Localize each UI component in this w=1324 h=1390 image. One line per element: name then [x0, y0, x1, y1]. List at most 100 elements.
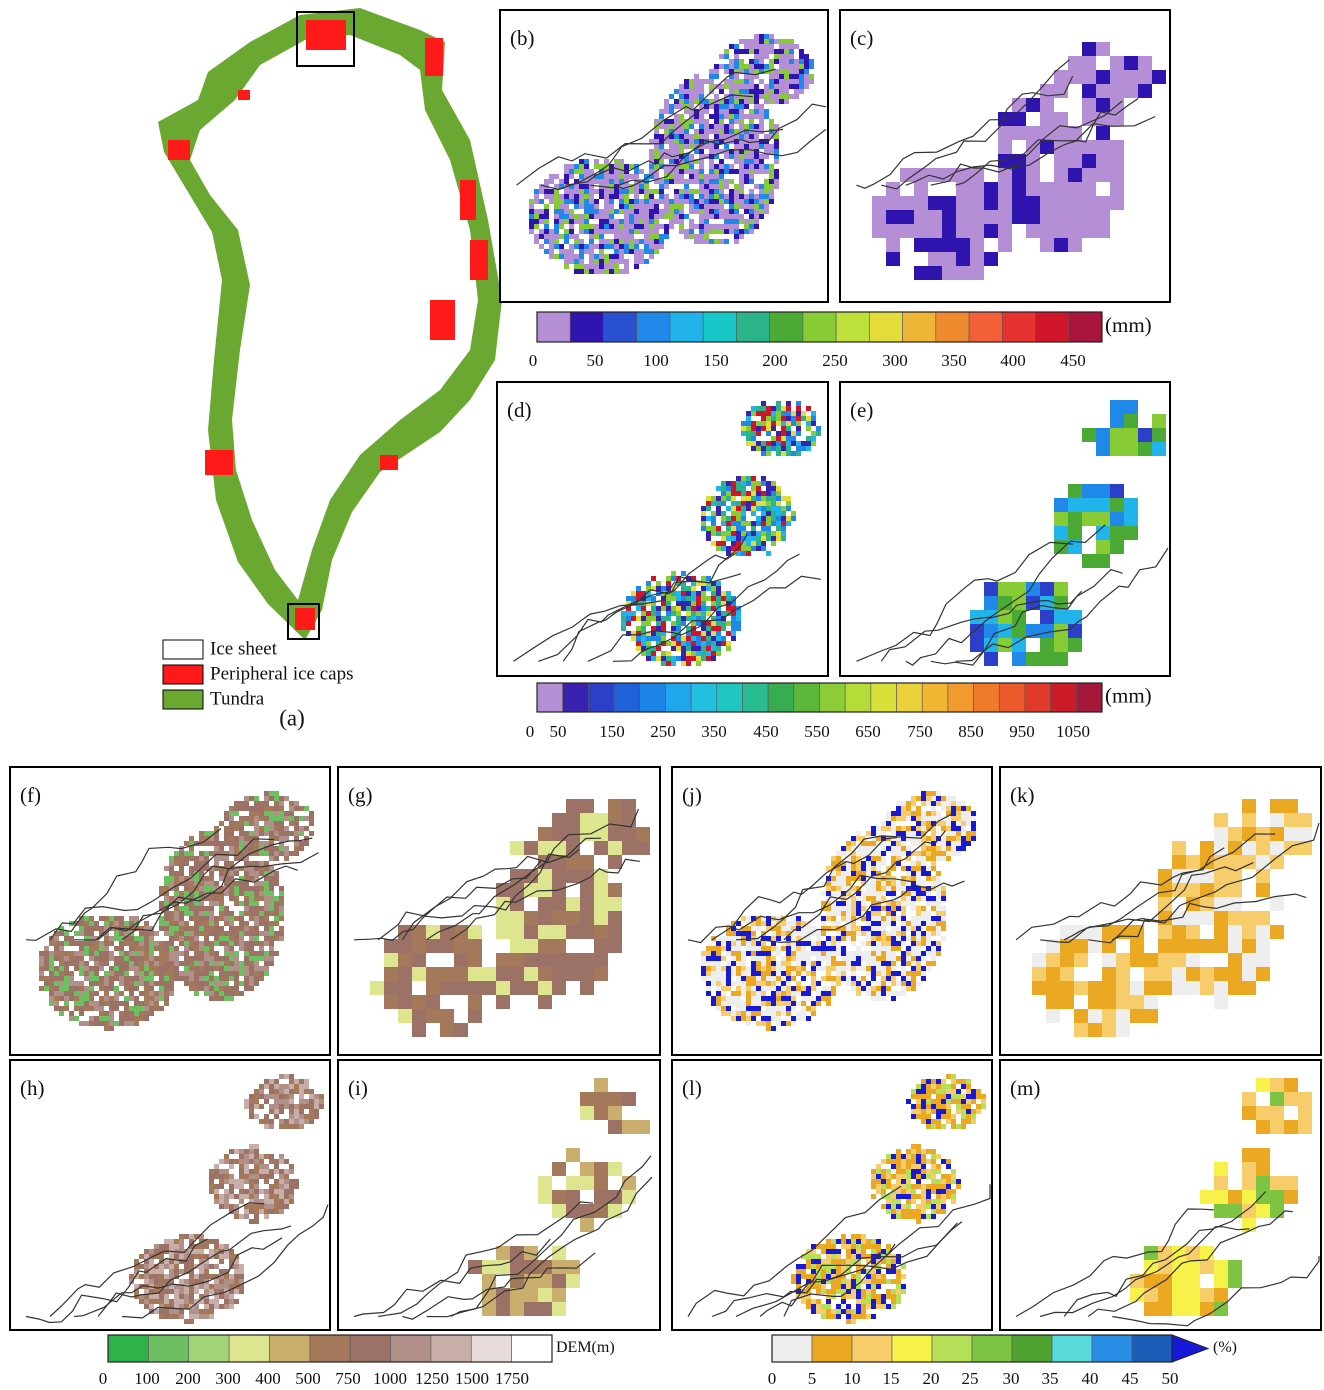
map-pixel [716, 591, 721, 596]
map-pixel [44, 976, 49, 981]
map-pixel [289, 1184, 294, 1189]
map-pixel [74, 931, 79, 936]
map-pixel [204, 1284, 209, 1289]
map-pixel [584, 159, 589, 164]
map-pixel [661, 606, 666, 611]
map-pixel [659, 164, 664, 169]
map-pixel [639, 224, 644, 229]
map-pixel [896, 991, 901, 996]
map-pixel [634, 184, 639, 189]
map-pixel [194, 981, 199, 986]
map-pixel [896, 861, 901, 866]
map-pixel [801, 991, 806, 996]
map-pixel [234, 891, 239, 896]
map-pixel [751, 946, 756, 951]
map-pixel [284, 1104, 289, 1109]
map-pixel [749, 159, 754, 164]
map-pixel [928, 224, 942, 238]
map-pixel [224, 1174, 229, 1179]
map-pixel [174, 1239, 179, 1244]
map-pixel [199, 981, 204, 986]
map-pixel [179, 876, 184, 881]
map-pixel [676, 591, 681, 596]
map-pixel [174, 956, 179, 961]
map-pixel [846, 856, 851, 861]
map-pixel [886, 846, 891, 851]
map-pixel [564, 249, 569, 254]
map-pixel [766, 431, 771, 436]
map-pixel [984, 196, 998, 210]
map-pixel [774, 174, 779, 179]
map-pixel [754, 104, 759, 109]
map-pixel [184, 881, 189, 886]
map-pixel [199, 836, 204, 841]
map-pixel [751, 966, 756, 971]
map-pixel [1012, 98, 1026, 112]
map-pixel [646, 611, 651, 616]
map-pixel [1082, 428, 1096, 442]
map-pixel [529, 229, 534, 234]
map-pixel [901, 966, 906, 971]
map-pixel [891, 971, 896, 976]
map-pixel [284, 1094, 289, 1099]
map-pixel [234, 801, 239, 806]
map-pixel [496, 967, 510, 981]
map-pixel [621, 626, 626, 631]
map-pixel [761, 451, 766, 456]
map-pixel [259, 1159, 264, 1164]
map-pixel [529, 214, 534, 219]
map-pixel [1082, 484, 1096, 498]
map-pixel [871, 886, 876, 891]
map-pixel [149, 1274, 154, 1279]
map-pixel [786, 946, 791, 951]
map-pixel [781, 971, 786, 976]
map-pixel [1026, 168, 1040, 182]
map-pixel [711, 511, 716, 516]
map-pixel [769, 69, 774, 74]
map-pixel [696, 591, 701, 596]
map-pixel [751, 531, 756, 536]
map-pixel [714, 194, 719, 199]
map-pixel [234, 1204, 239, 1209]
map-pixel [679, 129, 684, 134]
map-pixel [861, 836, 866, 841]
map-pixel [139, 1274, 144, 1279]
map-pixel [796, 971, 801, 976]
map-pixel [654, 239, 659, 244]
map-pixel [454, 925, 468, 939]
map-pixel [871, 866, 876, 871]
map-pixel [144, 926, 149, 931]
map-pixel [254, 846, 259, 851]
map-pixel [229, 891, 234, 896]
map-pixel [774, 39, 779, 44]
map-pixel [871, 996, 876, 1001]
map-pixel [49, 966, 54, 971]
map-pixel [229, 811, 234, 816]
map-pixel [696, 621, 701, 626]
map-pixel [664, 149, 669, 154]
map-pixel [901, 846, 906, 851]
map-pixel [714, 114, 719, 119]
map-pixel [204, 966, 209, 971]
map-pixel [769, 144, 774, 149]
map-pixel [109, 996, 114, 1001]
map-pixel [769, 89, 774, 94]
map-pixel [239, 806, 244, 811]
map-pixel [1096, 442, 1110, 456]
map-pixel [564, 194, 569, 199]
map-pixel [510, 981, 524, 995]
map-pixel [580, 1162, 594, 1176]
map-pixel [244, 976, 249, 981]
map-pixel [686, 591, 691, 596]
map-pixel [124, 1016, 129, 1021]
map-pixel [721, 996, 726, 1001]
map-pixel [99, 951, 104, 956]
map-pixel [264, 906, 269, 911]
map-pixel [691, 646, 696, 651]
map-pixel [871, 956, 876, 961]
map-pixel [751, 511, 756, 516]
map-pixel [796, 1016, 801, 1021]
map-pixel [194, 881, 199, 886]
map-pixel [771, 951, 776, 956]
map-pixel [886, 252, 900, 266]
